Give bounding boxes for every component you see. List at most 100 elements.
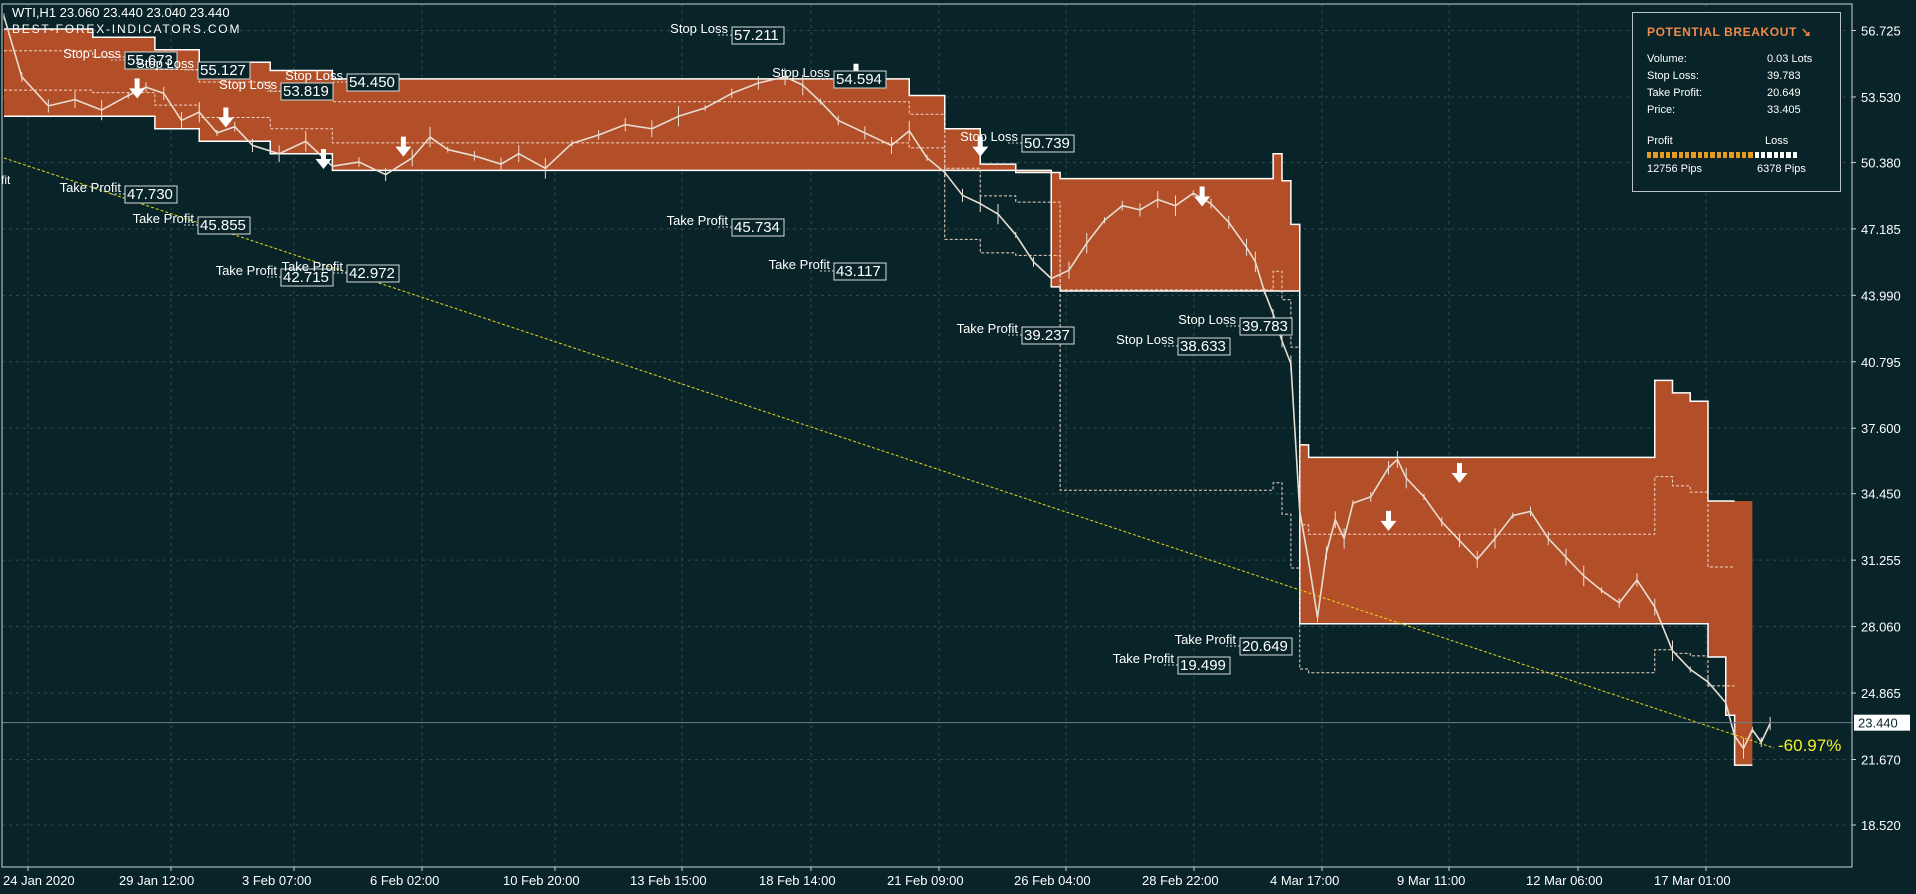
pl-bar-segment — [1678, 152, 1683, 158]
level-box — [1021, 326, 1075, 345]
level-value: 39.237 — [1024, 327, 1070, 344]
panel-value: 39.783 — [1767, 70, 1801, 82]
panel-label: Volume: — [1647, 53, 1687, 65]
x-tick-label: 17 Mar 01:00 — [1654, 873, 1731, 888]
y-tick-label: 56.725 — [1861, 24, 1901, 39]
panel-row-stop-loss: Stop Loss: 39.783 — [1647, 70, 1829, 84]
panel-row-price: Price: 33.405 — [1647, 104, 1829, 118]
axes: 56.725 53.530 50.380 47.185 43.990 40.795 37.6… — [1, 3, 1901, 888]
level-value: 45.855 — [200, 217, 246, 234]
level-box — [731, 218, 785, 237]
level-label: Take Profit — [1175, 632, 1237, 647]
pl-bar-segment — [1722, 152, 1728, 158]
profit-loss-bar — [1647, 152, 1797, 158]
sell-arrow-icon — [1194, 186, 1211, 207]
watermark: BEST-FOREX-INDICATORS.COM — [12, 22, 241, 36]
plot-frame — [1, 3, 1853, 868]
level-value: 20.649 — [1242, 638, 1288, 655]
pl-bar-segment — [1710, 152, 1715, 158]
pl-bar-segment — [1754, 152, 1759, 158]
pl-bar-segment — [1792, 152, 1797, 158]
level-value: 47.730 — [127, 186, 173, 203]
x-tick-label: 10 Feb 20:00 — [503, 873, 580, 888]
pl-bar-segment — [1748, 152, 1753, 158]
pl-bar-segment — [1767, 152, 1772, 158]
level-value: 39.783 — [1242, 318, 1288, 335]
sell-arrow-icon — [129, 78, 146, 99]
panel-row-profit-loss: Profit Loss — [1647, 135, 1829, 149]
y-tick-label: 24.865 — [1861, 686, 1901, 701]
pl-bar-segment — [1779, 152, 1785, 158]
sell-arrow-icon — [315, 149, 332, 170]
level-value: 42.715 — [283, 269, 329, 286]
pl-bar-segment — [1659, 152, 1664, 158]
panel-title: POTENTIAL BREAKOUT ↘ — [1647, 25, 1812, 39]
y-tick-label: 18.520 — [1861, 818, 1901, 833]
pl-bar-segment — [1697, 152, 1702, 158]
panel-value: 33.405 — [1767, 104, 1801, 116]
pl-bar-segment — [1703, 152, 1709, 158]
pl-bar-segment — [1735, 152, 1740, 158]
sell-arrow-icon — [972, 136, 989, 157]
level-label: Stop Loss — [1178, 312, 1236, 327]
y-tick-label: 28.060 — [1861, 620, 1901, 635]
level-box — [1021, 134, 1075, 153]
level-box — [1177, 337, 1231, 356]
level-value: 55.127 — [200, 62, 246, 79]
level-box — [1239, 637, 1293, 656]
level-label: Take Profit — [667, 213, 729, 228]
x-tick-label: 4 Mar 17:00 — [1270, 873, 1339, 888]
pl-bar-segment — [1647, 152, 1652, 158]
pl-bar-segment — [1672, 152, 1677, 158]
pl-bar-segment — [1716, 152, 1721, 158]
y-tick-label: 40.795 — [1861, 355, 1901, 370]
sell-arrow-icon — [395, 136, 412, 157]
trend-change-label: -60.97% — [1778, 736, 1841, 755]
level-value: 43.117 — [836, 263, 881, 280]
level-value: 45.734 — [734, 219, 780, 236]
level-box — [197, 216, 251, 235]
x-tick-label: 13 Feb 15:00 — [630, 873, 707, 888]
panel-label: Stop Loss: — [1647, 70, 1699, 82]
profit-pips: 12756 Pips — [1647, 163, 1703, 175]
level-label: Stop Loss — [136, 56, 194, 71]
level-box — [833, 70, 887, 89]
level-box — [346, 264, 400, 283]
x-tick-label: 26 Feb 04:00 — [1014, 873, 1091, 888]
level-label: Stop Loss — [219, 77, 277, 92]
pl-bar-segment — [1760, 152, 1766, 158]
profit-label: Profit — [1647, 135, 1673, 147]
current-price-tag — [1854, 714, 1910, 731]
panel-label: Price: — [1647, 104, 1676, 116]
pl-bar-segment — [1773, 152, 1778, 158]
y-tick-label: 34.450 — [1861, 487, 1901, 502]
level-value: 54.594 — [836, 71, 882, 88]
x-tick-label: 6 Feb 02:00 — [370, 873, 439, 888]
x-tick-label: 29 Jan 12:00 — [119, 873, 194, 888]
band-fill — [4, 28, 1753, 766]
level-box — [1239, 317, 1293, 336]
y-tick-label: 37.600 — [1861, 421, 1901, 436]
level-label: Stop Loss — [1116, 332, 1174, 347]
panel-value: 20.649 — [1767, 87, 1801, 99]
grid — [2, 4, 1852, 867]
x-tick-label: 3 Feb 07:00 — [242, 873, 311, 888]
panel-row-volume: Volume: 0.03 Lots — [1647, 53, 1829, 67]
pl-bar-segment — [1691, 152, 1696, 158]
pl-bar-segment — [1741, 152, 1747, 158]
y-tick-label: 43.990 — [1861, 288, 1901, 303]
level-box — [833, 262, 887, 281]
level-box — [197, 61, 251, 80]
price-line — [3, 16, 1771, 750]
sell-arrow-icon — [1380, 510, 1397, 531]
level-label: Take Profit — [133, 211, 195, 226]
level-label: Take Profit — [1113, 651, 1175, 666]
pl-bar-segment — [1653, 152, 1658, 158]
level-label: Take Profit — [769, 257, 831, 272]
level-value: 38.633 — [1180, 338, 1226, 355]
loss-pips: 6378 Pips — [1757, 163, 1806, 175]
level-label: Take Profit — [282, 259, 344, 274]
loss-label: Loss — [1765, 135, 1789, 147]
x-tick-label: 24 Jan 2020 — [3, 873, 75, 888]
